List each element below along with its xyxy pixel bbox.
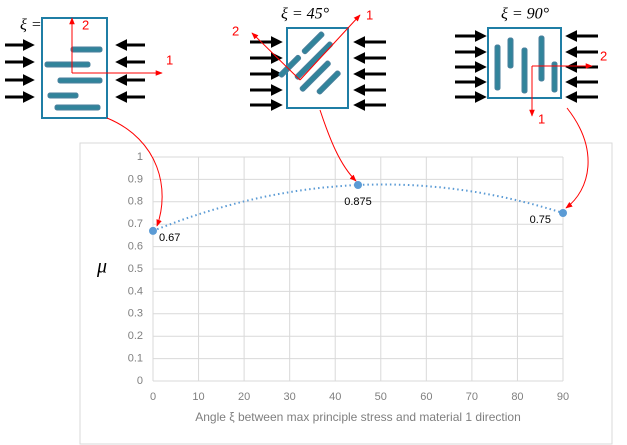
x-tick-label: 10 bbox=[192, 391, 204, 403]
y-tick-label: 1 bbox=[137, 151, 143, 163]
point bbox=[559, 209, 567, 217]
x-tick-label: 90 bbox=[557, 391, 569, 403]
inset-2: ξ = 90° 2 1 bbox=[455, 6, 607, 209]
x-tick-label: 0 bbox=[150, 391, 156, 403]
plot: 00.10.20.30.40.50.60.70.80.910 10 20 30 40 50… bbox=[128, 151, 569, 403]
y-axis-label: μ bbox=[96, 256, 107, 278]
axis-label: 1 bbox=[166, 52, 173, 67]
pointer bbox=[106, 117, 163, 227]
point bbox=[354, 181, 362, 189]
x-tick-label: 40 bbox=[329, 391, 341, 403]
data-label: 0.67 bbox=[159, 232, 180, 244]
inset-0: ξ = 0° 2 1 bbox=[5, 17, 173, 227]
pointer bbox=[319, 109, 357, 182]
y-tick-label: 0.1 bbox=[128, 353, 143, 365]
axis-label: 1 bbox=[366, 7, 373, 22]
specimen bbox=[286, 27, 349, 109]
x-tick-label: 80 bbox=[511, 391, 523, 403]
data-label: 0.875 bbox=[344, 196, 372, 208]
y-tick-label: 0.3 bbox=[128, 308, 143, 320]
y-tick-label: 0.6 bbox=[128, 241, 143, 253]
axis-label: 2 bbox=[232, 23, 239, 38]
y-tick-label: 0.8 bbox=[128, 196, 143, 208]
axis-label: 2 bbox=[600, 48, 607, 63]
trendline bbox=[152, 183, 564, 232]
x-axis-label: Angle ξ between max principle stress and… bbox=[195, 410, 521, 424]
axis-label: 2 bbox=[82, 17, 89, 32]
x-tick-label: 30 bbox=[284, 391, 296, 403]
point bbox=[149, 226, 157, 235]
data-label: 0.75 bbox=[530, 214, 551, 226]
y-tick-label: 0.4 bbox=[128, 285, 143, 297]
y-tick-label: 0.9 bbox=[128, 173, 143, 185]
y-tick-label: 0.7 bbox=[128, 218, 143, 230]
inset-label: ξ = 90° bbox=[501, 6, 550, 23]
x-tick-label: 70 bbox=[466, 391, 478, 403]
chart-frame bbox=[79, 142, 613, 445]
x-tick-label: 50 bbox=[375, 391, 387, 403]
pointer bbox=[565, 107, 589, 209]
axis-label: 1 bbox=[538, 111, 545, 126]
specimen bbox=[41, 17, 108, 119]
x-tick-label: 20 bbox=[238, 391, 250, 403]
y-tick-label: 0 bbox=[137, 375, 143, 387]
y-tick-label: 0.2 bbox=[128, 330, 143, 342]
load-arrows bbox=[5, 39, 145, 103]
x-tick-label: 60 bbox=[420, 391, 432, 403]
y-tick-label: 0.5 bbox=[128, 263, 143, 275]
inset-label: ξ = 45° bbox=[281, 6, 330, 23]
inset-1: ξ = 45° 1 2 bbox=[232, 6, 386, 182]
